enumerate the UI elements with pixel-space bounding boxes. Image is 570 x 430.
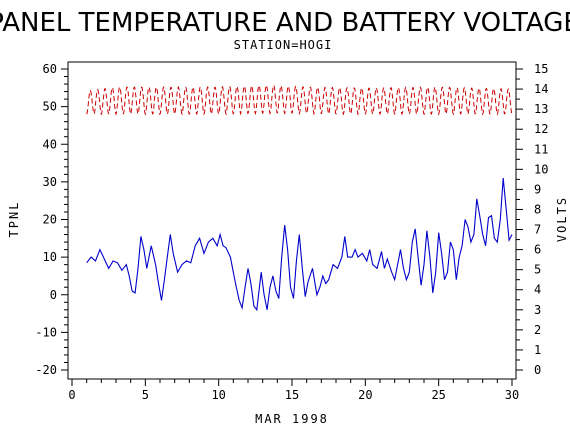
y-right-tick-label: 8 xyxy=(534,202,541,216)
y-right-tick-label: 11 xyxy=(534,142,548,156)
y-right-tick-label: 0 xyxy=(534,363,541,377)
y-left-tick-label: 40 xyxy=(43,137,57,151)
series-battery-voltage xyxy=(86,84,513,116)
x-tick-label: 15 xyxy=(285,388,299,402)
y-left-tick-label: -10 xyxy=(35,325,57,339)
y-right-tick-label: 9 xyxy=(534,182,541,196)
x-tick-label: 30 xyxy=(505,388,519,402)
y-left-tick-label: 0 xyxy=(50,288,57,302)
y-right-tick-label: 4 xyxy=(534,283,541,297)
y-left-tick-label: 20 xyxy=(43,213,57,227)
y-right-tick-label: 13 xyxy=(534,102,548,116)
y-right-tick-label: 3 xyxy=(534,303,541,317)
y-axis-right-label: VOLTS xyxy=(555,196,569,242)
x-axis-label: MAR 1998 xyxy=(255,412,329,426)
x-tick-label: 0 xyxy=(68,388,75,402)
x-axis: 0 5 10 15 20 25 30 xyxy=(68,379,519,402)
y-right-tick-label: 10 xyxy=(534,162,548,176)
y-right-tick-label: 14 xyxy=(534,82,548,96)
y-left-tick-label: 50 xyxy=(43,100,57,114)
y-left-tick-label: 10 xyxy=(43,250,57,264)
y-axis-left-label: TPNL xyxy=(7,201,21,238)
y-right-tick-label: 6 xyxy=(534,243,541,257)
chart-subtitle: STATION=HOGI xyxy=(234,38,333,52)
x-tick-label: 20 xyxy=(358,388,372,402)
x-tick-label: 5 xyxy=(142,388,149,402)
x-tick-label: 25 xyxy=(431,388,445,402)
plot-frame xyxy=(67,61,517,380)
y-right-tick-label: 2 xyxy=(534,323,541,337)
chart-title: PANEL TEMPERATURE AND BATTERY VOLTAGE xyxy=(0,8,570,38)
temperature-line xyxy=(86,178,513,312)
x-tick-label: 10 xyxy=(211,388,225,402)
y-axis-left: -20 -10 0 10 20 30 40 50 60 xyxy=(35,62,68,377)
y-right-tick-label: 1 xyxy=(534,343,541,357)
y-right-tick-label: 5 xyxy=(534,263,541,277)
series-panel-temperature xyxy=(86,178,513,312)
y-left-tick-label: 60 xyxy=(43,62,57,76)
voltage-line xyxy=(86,84,513,116)
y-left-tick-label: -20 xyxy=(35,363,57,377)
y-left-tick-label: 30 xyxy=(43,175,57,189)
y-right-tick-label: 7 xyxy=(534,223,541,237)
y-right-tick-label: 15 xyxy=(534,62,548,76)
y-right-tick-label: 12 xyxy=(534,122,548,136)
